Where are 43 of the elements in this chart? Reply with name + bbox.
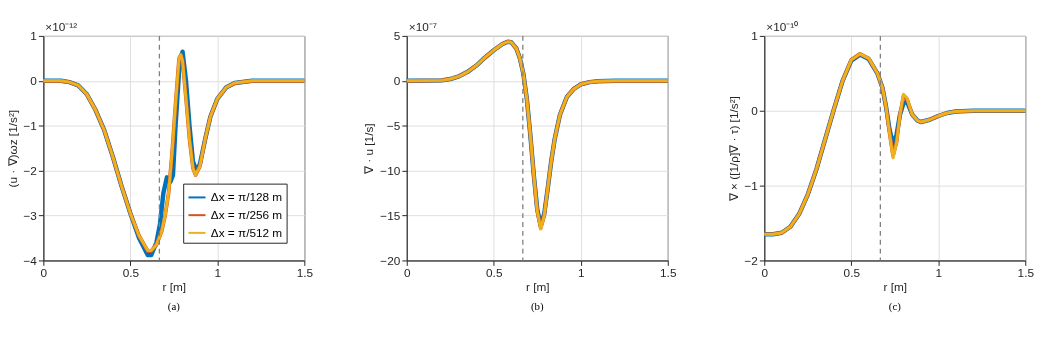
y-axis-title: ∇ · u [1/s] xyxy=(362,123,377,175)
text: ×10⁻¹² xyxy=(45,19,78,34)
x-axis-title: r [m] xyxy=(162,280,187,295)
y-tick-label: 1 xyxy=(751,29,758,44)
x-tick-label: 1.5 xyxy=(296,265,314,280)
y-tick-label: 0 xyxy=(393,74,401,89)
y-tick-label: 5 xyxy=(393,29,401,44)
x-tick-label: 0 xyxy=(40,265,48,280)
y-tick-label: −3 xyxy=(23,208,38,223)
y-tick-label: −10 xyxy=(380,164,401,179)
y-tick-label: −5 xyxy=(386,119,401,134)
text: (a) xyxy=(167,299,181,313)
y-tick-label: −20 xyxy=(380,253,401,268)
x-tick-label: 0 xyxy=(403,265,411,280)
x-axis-title: r [m] xyxy=(525,280,550,295)
y-tick-label: −1 xyxy=(23,119,37,134)
x-tick-label: 0 xyxy=(761,265,769,280)
x-tick-label: 1 xyxy=(577,265,585,280)
y-axis-title: (u · ∇)ωz [1/s²] xyxy=(5,109,20,188)
y-tick-label: −1 xyxy=(744,179,758,194)
x-tick-label: 0.5 xyxy=(486,265,503,280)
text: ×10⁻¹⁰ xyxy=(766,19,799,34)
legend-label: Δx = π/512 m xyxy=(210,225,283,240)
y-tick-label: −15 xyxy=(380,208,401,223)
y-axis-title: ∇ × ([1/ρ]∇ · τ) [1/s²] xyxy=(726,96,741,203)
x-axis-title: r [m] xyxy=(883,280,908,295)
y-tick-label: −2 xyxy=(23,164,37,179)
x-tick-label: 0.5 xyxy=(843,265,861,280)
x-tick-label: 1 xyxy=(935,265,943,280)
x-tick-label: 1.5 xyxy=(1017,265,1035,280)
y-tick-label: −2 xyxy=(744,253,758,268)
text: ×10⁻⁷ xyxy=(408,19,438,34)
y-tick-label: 0 xyxy=(751,104,759,119)
legend-label: Δx = π/256 m xyxy=(210,208,283,223)
text: (c) xyxy=(888,299,902,313)
x-tick-label: 1.5 xyxy=(660,265,677,280)
y-tick-label: 0 xyxy=(30,74,38,89)
legend-label: Δx = π/128 m xyxy=(210,190,283,205)
y-tick-label: 1 xyxy=(30,29,37,44)
x-tick-label: 1 xyxy=(214,265,222,280)
x-tick-label: 0.5 xyxy=(122,265,140,280)
text: (b) xyxy=(530,299,544,313)
y-tick-label: −4 xyxy=(23,253,38,268)
